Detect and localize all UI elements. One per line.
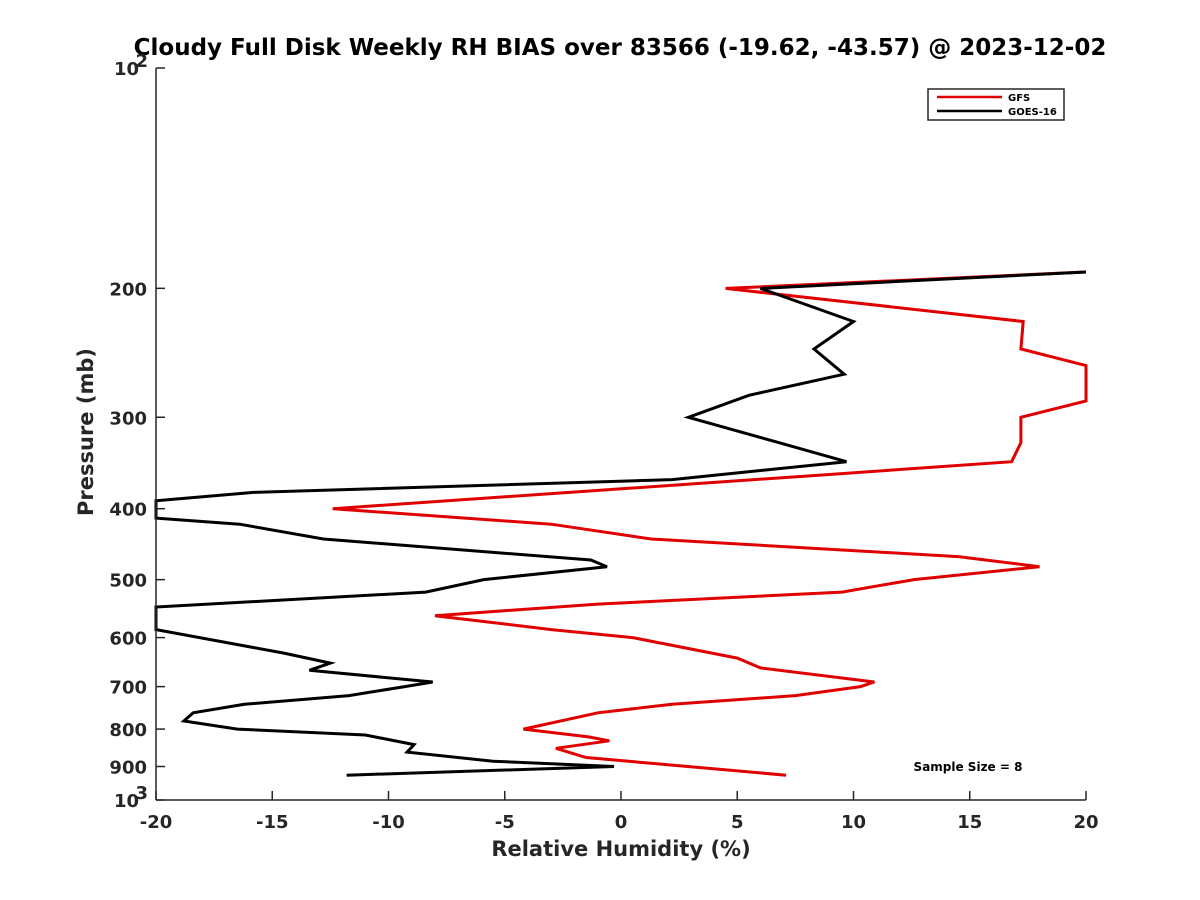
y-tick-label: 300: [109, 408, 147, 429]
y-tick-label: 900: [109, 758, 147, 779]
y-tick-label: 10: [114, 791, 139, 812]
series-line-goes-16: [154, 270, 1087, 777]
legend-label-goes16: GOES-16: [1008, 107, 1057, 118]
sample-size-annotation: Sample Size = 8: [914, 760, 1023, 774]
y-tick-label: 400: [109, 500, 147, 521]
legend-label-gfs: GFS: [1008, 93, 1030, 104]
y-tick-label: 200: [109, 279, 147, 300]
y-tick-label: 10: [114, 59, 139, 80]
x-tick-label: -15: [256, 812, 289, 833]
axes-background: [156, 68, 1086, 800]
x-tick-label: -20: [140, 812, 173, 833]
x-tick-label: 10: [841, 812, 866, 833]
legend: GFS GOES-16: [927, 88, 1065, 121]
series-line-gfs: [332, 270, 1088, 777]
x-tick-label: -5: [495, 812, 515, 833]
plot-area: -20 -15 -10 -5 0 5 10 15 20 10220030040050060070…: [109, 51, 1098, 833]
y-tick-label: 600: [109, 629, 147, 650]
x-tick-label: 0: [615, 812, 628, 833]
y-tick-label: 500: [109, 571, 147, 592]
x-axis-label: Relative Humidity (%): [491, 837, 750, 861]
x-tick-label: 20: [1073, 812, 1098, 833]
x-tick-label: 15: [957, 812, 982, 833]
x-tick-label: -10: [372, 812, 405, 833]
y-tick-label: 800: [109, 720, 147, 741]
y-tick-exponent: 3: [135, 783, 148, 804]
series-layer: [154, 270, 1088, 777]
x-axis-ticks: -20 -15 -10 -5 0 5 10 15 20: [140, 791, 1099, 833]
y-axis-label: Pressure (mb): [74, 348, 98, 516]
y-tick-exponent: 2: [135, 51, 148, 72]
x-tick-label: 5: [731, 812, 744, 833]
legend-box: [927, 88, 1065, 121]
chart-title: Cloudy Full Disk Weekly RH BIAS over 835…: [134, 35, 1107, 61]
y-tick-label: 700: [109, 678, 147, 699]
